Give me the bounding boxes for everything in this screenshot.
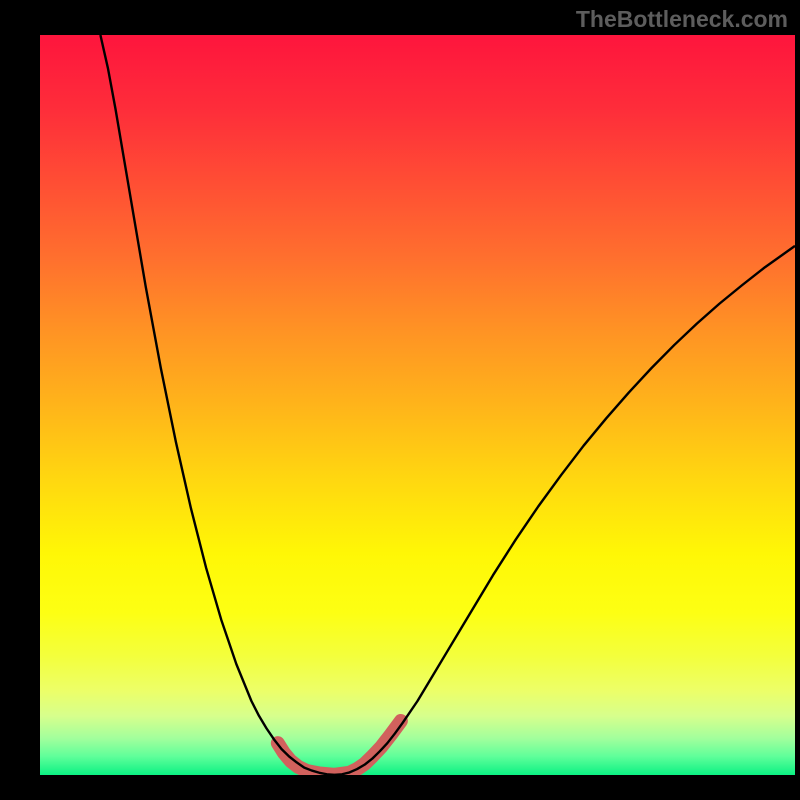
bottleneck-chart [0, 0, 800, 800]
watermark-text: TheBottleneck.com [576, 6, 788, 33]
plot-background [40, 35, 795, 775]
